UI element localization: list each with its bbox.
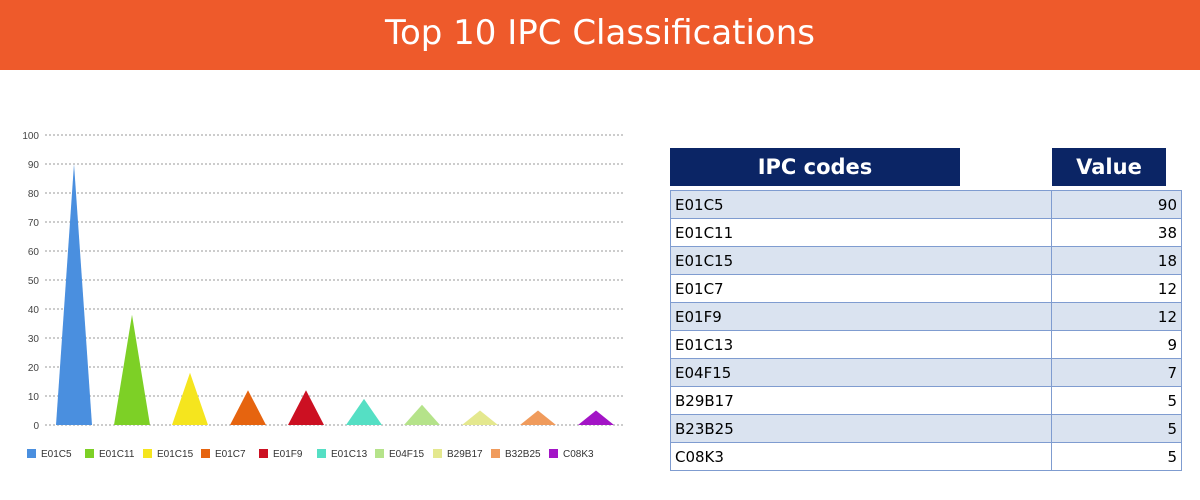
ipc-code-cell: B23B25 — [670, 414, 1052, 443]
bar-E01F9 — [288, 390, 324, 425]
ipc-code-cell: E01F9 — [670, 302, 1052, 331]
table-row: E01C13 9 — [670, 330, 1182, 359]
legend-swatch — [491, 449, 500, 458]
ipc-code-cell: C08K3 — [670, 442, 1052, 471]
value-cell: 38 — [1051, 218, 1182, 247]
legend-swatch — [143, 449, 152, 458]
ipc-code-cell: E01C5 — [670, 190, 1052, 219]
y-tick-label: 10 — [28, 392, 40, 403]
legend-label: B32B25 — [505, 449, 541, 460]
legend-label: E01F9 — [273, 449, 303, 460]
bar-E04F15 — [404, 404, 440, 425]
value-cell: 5 — [1051, 414, 1182, 443]
ipc-table: E01C5 90 E01C11 38 E01C15 18 E01C7 12 E01F9 12 E01… — [670, 190, 1182, 471]
table-row: E01C5 90 — [670, 190, 1182, 219]
page-title: Top 10 IPC Classifications — [0, 0, 1200, 70]
ipc-code-cell: B29B17 — [670, 386, 1052, 415]
legend-label: E01C13 — [331, 449, 368, 460]
legend-swatch — [27, 449, 36, 458]
y-tick-label: 40 — [28, 305, 40, 316]
y-tick-label: 20 — [28, 363, 40, 374]
value-cell: 7 — [1051, 358, 1182, 387]
legend-swatch — [259, 449, 268, 458]
bar-E01C13 — [346, 398, 382, 425]
legend-label: E01C7 — [215, 449, 246, 460]
table-row: B23B25 5 — [670, 414, 1182, 443]
table-row: E04F15 7 — [670, 358, 1182, 387]
table-row: E01C15 18 — [670, 246, 1182, 275]
table-row: B29B17 5 — [670, 386, 1182, 415]
value-cell: 9 — [1051, 330, 1182, 359]
value-cell: 18 — [1051, 246, 1182, 275]
legend-swatch — [375, 449, 384, 458]
legend-swatch — [433, 449, 442, 458]
value-cell: 5 — [1051, 386, 1182, 415]
value-cell: 12 — [1051, 274, 1182, 303]
y-tick-label: 50 — [28, 276, 40, 287]
value-cell: 12 — [1051, 302, 1182, 331]
y-tick-label: 30 — [28, 334, 40, 345]
ipc-code-cell: E01C7 — [670, 274, 1052, 303]
ipc-codes-header: IPC codes — [670, 148, 960, 186]
value-cell: 90 — [1051, 190, 1182, 219]
ipc-code-cell: E01C15 — [670, 246, 1052, 275]
bar-B32B25 — [520, 410, 556, 425]
value-cell: 5 — [1051, 442, 1182, 471]
y-tick-label: 60 — [28, 247, 40, 258]
table-row: E01C7 12 — [670, 274, 1182, 303]
legend-label: C08K3 — [563, 449, 594, 460]
bar-E01C15 — [172, 372, 208, 425]
legend-label: E01C5 — [41, 449, 72, 460]
ipc-code-cell: E01C13 — [670, 330, 1052, 359]
bar-C08K3 — [578, 410, 614, 425]
legend-label: E01C11 — [99, 449, 135, 460]
legend-swatch — [201, 449, 210, 458]
legend-swatch — [317, 449, 326, 458]
bar-E01C11 — [114, 314, 150, 425]
y-tick-label: 70 — [28, 218, 40, 229]
legend-label: E01C15 — [157, 449, 194, 460]
value-header: Value — [1052, 148, 1166, 186]
ipc-code-cell: E01C11 — [670, 218, 1052, 247]
table-row: E01F9 12 — [670, 302, 1182, 331]
legend-swatch — [85, 449, 94, 458]
y-tick-label: 100 — [22, 131, 39, 142]
bar-E01C7 — [230, 390, 266, 425]
legend-swatch — [549, 449, 558, 458]
y-tick-label: 80 — [28, 189, 40, 200]
bar-B29B17 — [462, 410, 498, 425]
bar-E01C5 — [56, 164, 92, 425]
table-row: C08K3 5 — [670, 442, 1182, 471]
y-tick-label: 90 — [28, 160, 40, 171]
table-row: E01C11 38 — [670, 218, 1182, 247]
y-tick-label: 0 — [33, 421, 39, 432]
bar-chart: 0 10 20 30 40 50 60 70 80 90 100 E01C5 E01C11 E01C15 E… — [22, 131, 625, 460]
legend-label: E04F15 — [389, 449, 424, 460]
legend-label: B29B17 — [447, 449, 483, 460]
ipc-code-cell: E04F15 — [670, 358, 1052, 387]
